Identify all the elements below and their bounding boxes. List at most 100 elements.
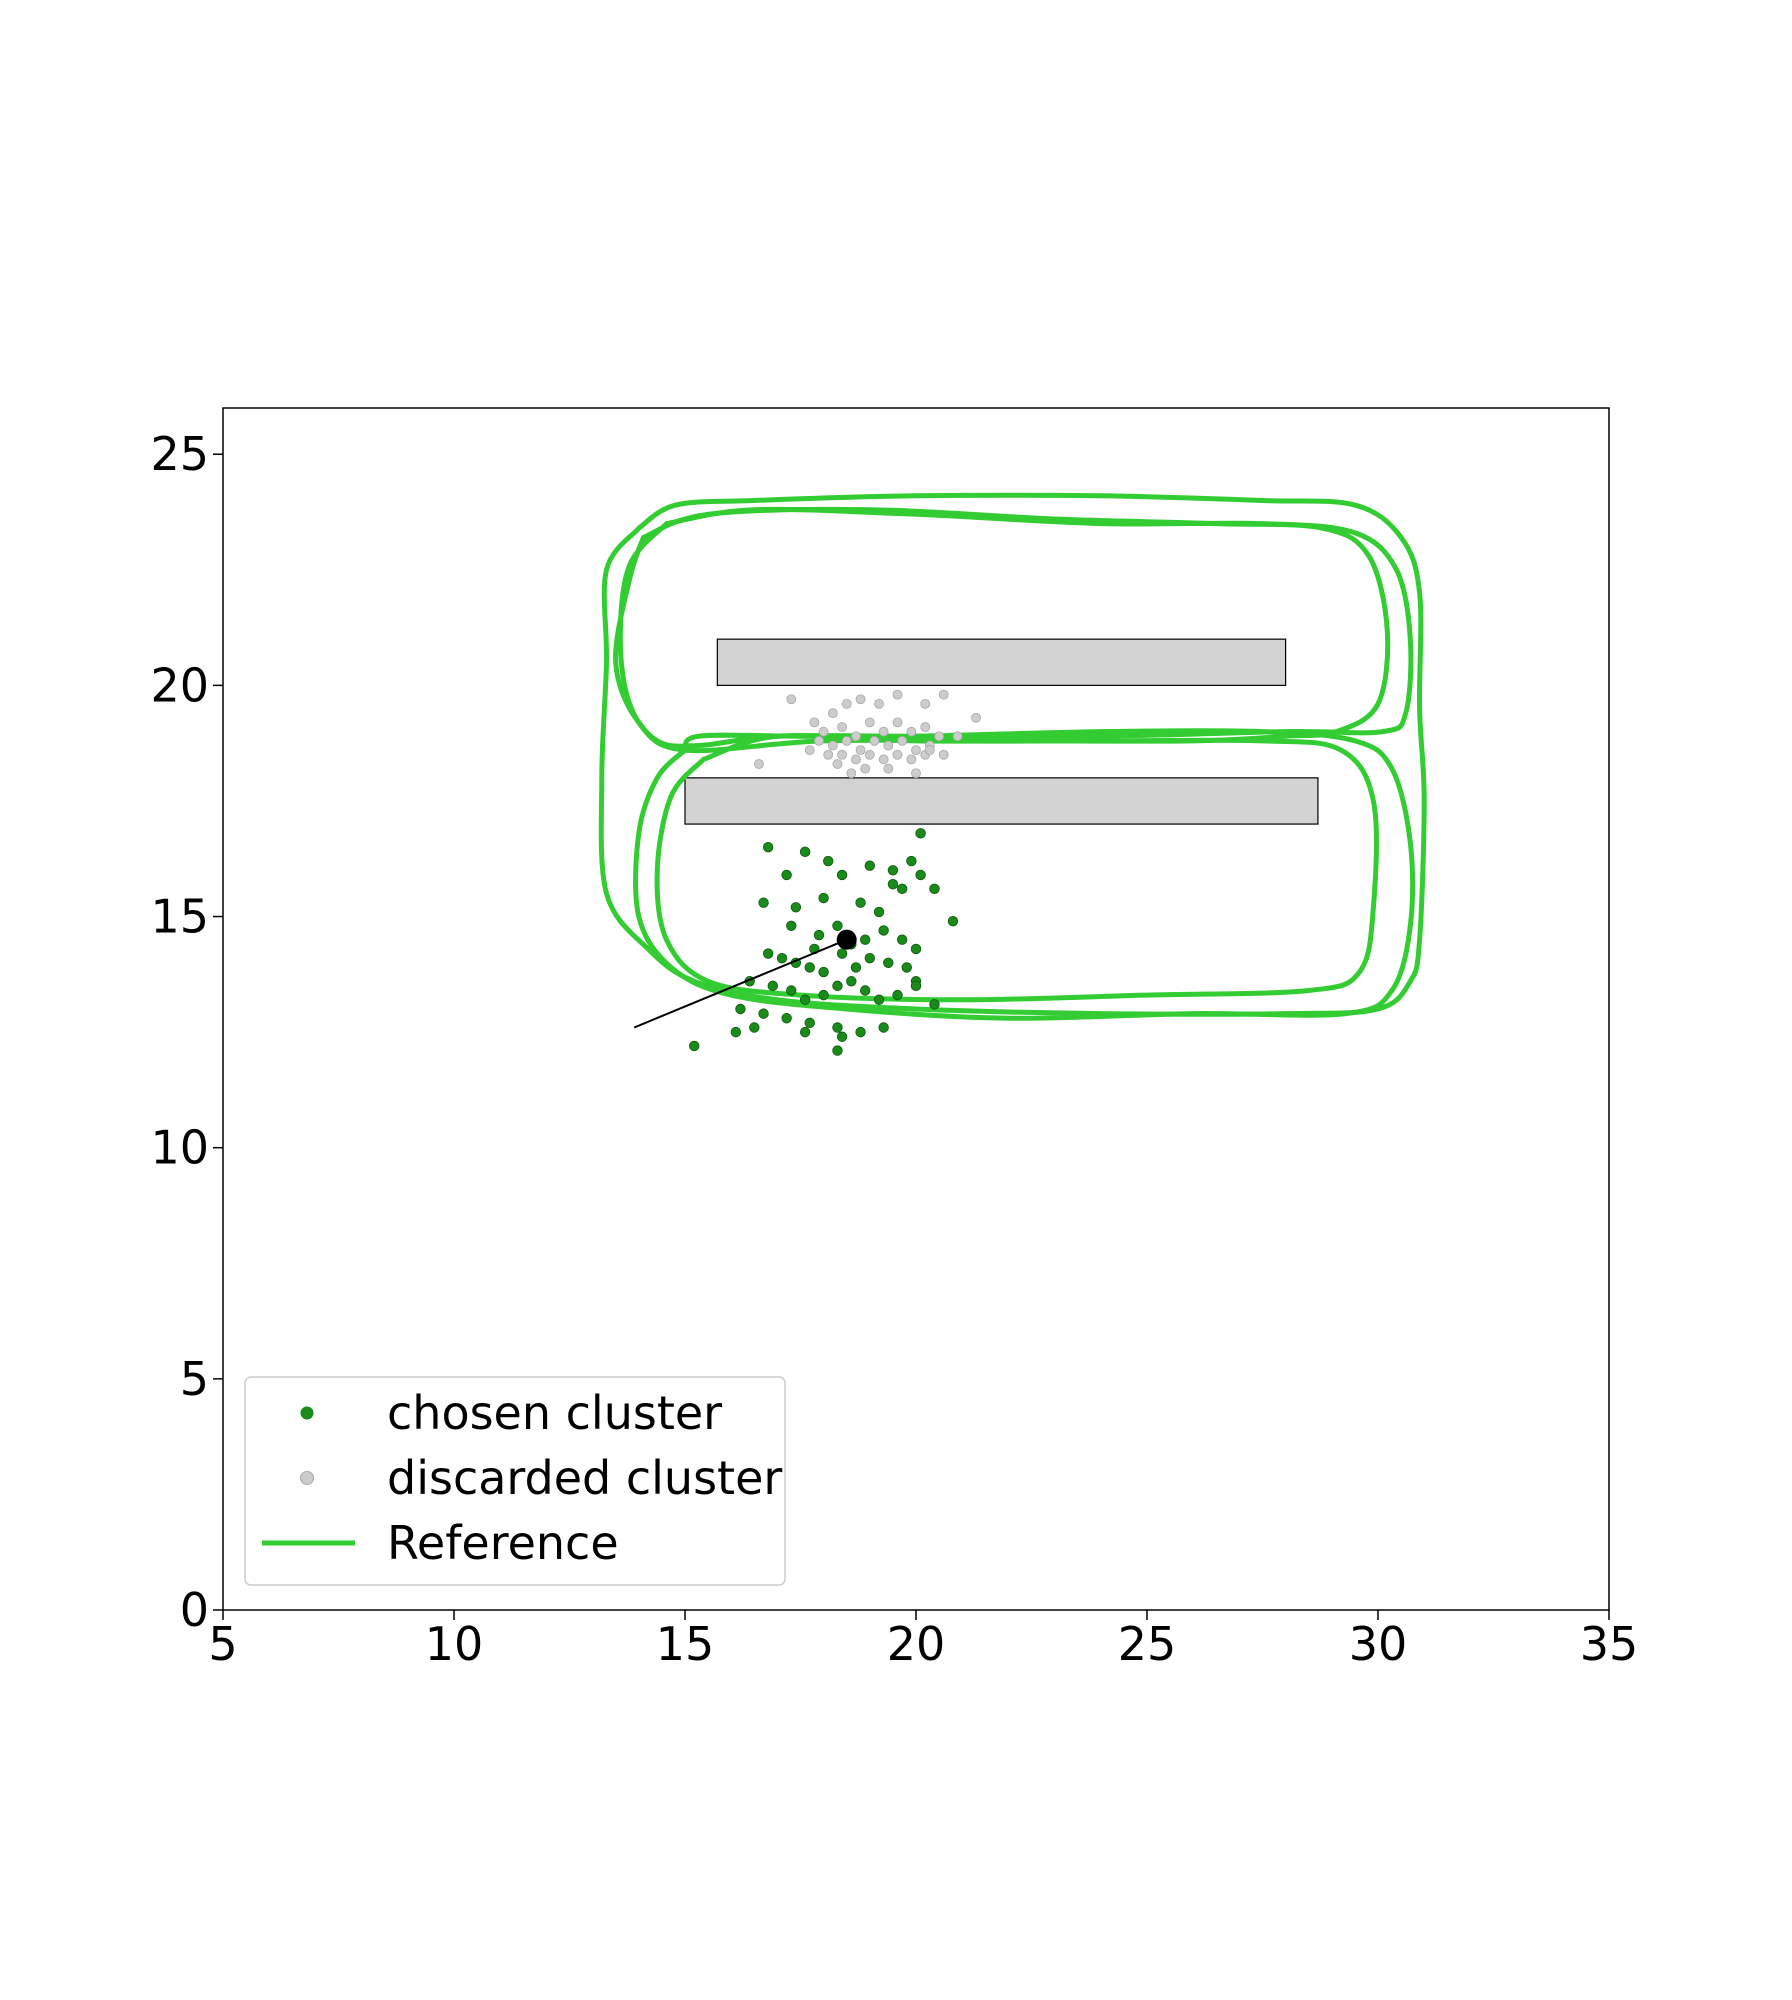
y-tick-label-20: 20	[150, 658, 209, 712]
x-tick-label-20: 20	[887, 1617, 946, 1671]
chosen-point-51	[758, 1008, 769, 1019]
reference-loop-5	[654, 732, 1379, 1003]
legend-label-chosen-cluster: chosen cluster	[387, 1386, 722, 1440]
legend-box	[244, 1376, 786, 1586]
chosen-point-56	[878, 1022, 889, 1033]
chosen-point-10	[915, 869, 926, 881]
chosen-point-5	[836, 869, 848, 881]
chosen-point-39	[767, 980, 778, 992]
x-tick-label-15: 15	[656, 1617, 715, 1671]
chosen-point-52	[781, 1013, 792, 1024]
chosen-point-3	[799, 846, 811, 858]
chosen-point-62	[832, 1045, 843, 1056]
chosen-point-14	[818, 892, 829, 904]
y-tick-label-0: 0	[180, 1583, 209, 1637]
discarded-point-12	[837, 722, 847, 732]
discarded-point-21	[814, 735, 824, 746]
x-tick-label-25: 25	[1118, 1617, 1177, 1671]
discarded-point-23	[841, 735, 852, 746]
discarded-point-19	[934, 731, 944, 742]
discarded-point-44	[846, 768, 857, 779]
chosen-point-53	[804, 1017, 815, 1029]
chosen-point-42	[818, 989, 829, 1001]
chosen-point-31	[818, 966, 829, 978]
chosen-point-48	[910, 980, 922, 992]
chosen-point-54	[832, 1022, 843, 1033]
chosen-point-58	[749, 1022, 760, 1033]
chosen-point-46	[873, 994, 885, 1005]
reference-loop-1	[598, 492, 1427, 1017]
chosen-point-45	[859, 985, 871, 996]
chosen-point-44	[846, 976, 857, 987]
chosen-point-15	[855, 897, 866, 908]
discarded-point-37	[906, 754, 917, 765]
discarded-point-40	[832, 759, 843, 769]
discarded-point-6	[892, 689, 903, 700]
chosen-point-57	[730, 1026, 742, 1038]
discarded-point-45	[924, 745, 935, 756]
chosen-point-21	[813, 929, 825, 941]
chosen-point-16	[873, 906, 885, 918]
chosen-point-61	[689, 1040, 700, 1052]
discarded-point-13	[851, 731, 861, 742]
chosen-point-28	[776, 952, 788, 964]
discarded-point-28	[911, 745, 921, 756]
discarded-point-16	[892, 717, 903, 728]
obstacle-1	[716, 638, 1287, 686]
chosen-point-6	[864, 860, 876, 871]
chosen-point-8	[906, 855, 917, 867]
chosen-point-33	[850, 962, 862, 973]
discarded-point-10	[809, 717, 820, 728]
chosen-point-30	[804, 962, 815, 973]
robot-heading-line	[633, 938, 848, 1029]
discarded-point-9	[971, 712, 981, 723]
discarded-point-26	[883, 740, 894, 751]
y-tick-label-10: 10	[150, 1121, 209, 1175]
discarded-point-3	[841, 698, 852, 709]
chosen-point-20	[786, 920, 797, 931]
legend-marker-discarded-cluster	[300, 1471, 314, 1485]
chosen-point-34	[864, 952, 876, 964]
chosen-point-35	[883, 957, 894, 968]
legend-label-discarded-cluster: discarded cluster	[387, 1451, 782, 1505]
discarded-point-46	[804, 745, 815, 756]
chosen-point-17	[887, 878, 899, 890]
y-tick-label-25: 25	[150, 427, 209, 481]
discarded-point-32	[837, 749, 847, 760]
discarded-point-25	[869, 735, 880, 746]
chosen-point-18	[947, 915, 959, 927]
plot-content	[598, 492, 1427, 1056]
chosen-point-7	[887, 865, 899, 876]
chosen-point-26	[910, 943, 922, 955]
chosen-point-4	[823, 855, 834, 867]
chosen-point-41	[799, 994, 811, 1005]
discarded-point-15	[878, 726, 889, 737]
discarded-point-36	[892, 749, 903, 760]
chosen-point-36	[901, 962, 912, 973]
chosen-point-60	[836, 1031, 848, 1042]
discarded-point-14	[864, 717, 875, 728]
chosen-point-49	[929, 999, 940, 1010]
discarded-point-41	[860, 763, 871, 774]
chosen-point-24	[878, 925, 889, 936]
discarded-point-17	[906, 726, 917, 737]
reference-loop-4	[613, 506, 1391, 754]
discarded-point-43	[911, 768, 921, 779]
chosen-point-1	[762, 841, 774, 853]
legend-marker-chosen-cluster	[300, 1406, 314, 1420]
discarded-point-27	[897, 735, 908, 746]
discarded-point-35	[878, 754, 889, 765]
obstacle-2	[684, 777, 1319, 825]
chosen-point-55	[855, 1026, 866, 1038]
chosen-point-59	[799, 1026, 811, 1038]
chosen-point-25	[896, 934, 908, 945]
discarded-point-1	[786, 694, 797, 705]
discarded-point-5	[874, 698, 884, 709]
discarded-point-11	[818, 726, 829, 737]
chosen-point-2	[781, 869, 792, 881]
discarded-point-30	[938, 749, 949, 760]
chosen-point-13	[790, 902, 802, 913]
robot-position-marker	[836, 929, 857, 950]
